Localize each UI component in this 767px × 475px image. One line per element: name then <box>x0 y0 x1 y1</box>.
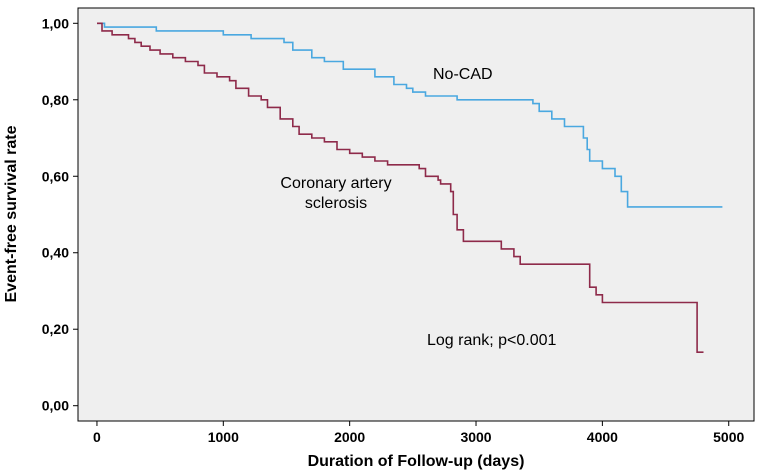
series-layer <box>97 22 723 353</box>
y-tick-label: 0,60 <box>42 168 69 184</box>
x-tick-label: 0 <box>93 429 101 445</box>
x-axis-ticks: 0 1000 2000 3000 4000 5000 <box>93 421 745 445</box>
y-tick-label: 1,00 <box>42 15 69 31</box>
y-tick-label: 0,20 <box>42 321 69 337</box>
plot-area <box>77 7 755 422</box>
annotation-log-rank: Log rank; p<0.001 <box>427 332 557 349</box>
y-tick-label: 0,00 <box>42 398 69 414</box>
y-axis-title: Event-free survival rate <box>3 125 20 302</box>
y-tick-label: 0,40 <box>42 245 69 261</box>
series-line-0 <box>97 22 723 208</box>
annotation-cas-line1: Coronary artery <box>280 175 391 192</box>
y-axis-ticks: 0,00 0,20 0,40 0,60 0,80 1,00 <box>42 15 78 414</box>
x-tick-label: 5000 <box>713 429 744 445</box>
x-tick-label: 4000 <box>587 429 618 445</box>
x-tick-label: 2000 <box>334 429 365 445</box>
annotation-no-cad: No-CAD <box>433 66 493 83</box>
y-tick-label: 0,80 <box>42 92 69 108</box>
series-line-1 <box>97 22 704 353</box>
annotation-cas-line2: sclerosis <box>305 195 367 212</box>
x-tick-label: 3000 <box>460 429 491 445</box>
x-axis-title: Duration of Follow-up (days) <box>308 453 525 470</box>
x-tick-label: 1000 <box>208 429 239 445</box>
